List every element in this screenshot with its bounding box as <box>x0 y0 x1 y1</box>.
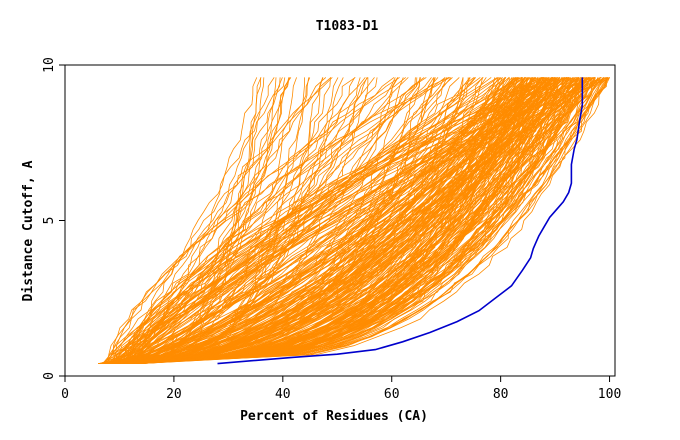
model-series-line <box>132 77 599 364</box>
model-series-line <box>113 77 498 364</box>
model-series-line <box>113 77 292 364</box>
model-series-line <box>102 77 559 364</box>
y-tick-label: 10 <box>42 57 57 73</box>
model-series-line <box>122 77 416 364</box>
model-series-line <box>97 77 523 364</box>
model-series-line <box>132 77 368 364</box>
model-series-line <box>126 77 602 364</box>
model-series-line <box>121 77 607 364</box>
model-series-line <box>105 77 542 364</box>
model-series-line <box>139 77 471 364</box>
y-tick-label: 5 <box>42 217 57 225</box>
model-series-line <box>107 77 311 364</box>
model-series-line <box>121 77 579 364</box>
model-series-line <box>124 77 592 364</box>
model-series-line <box>128 77 555 364</box>
model-series-line <box>129 77 520 364</box>
model-series-line <box>99 77 398 364</box>
model-series-line <box>126 77 595 364</box>
x-tick-label: 100 <box>598 387 621 402</box>
model-series-line <box>100 77 265 364</box>
model-series-line <box>110 77 400 364</box>
model-series-line <box>106 77 601 364</box>
model-series-line <box>128 77 333 364</box>
highlight-series-group <box>217 77 584 365</box>
y-axis-label: Distance Cutoff, A <box>21 160 36 301</box>
model-series-line <box>126 77 545 364</box>
model-series-line <box>136 77 568 364</box>
model-series-line <box>138 77 582 364</box>
model-series-line <box>101 77 516 364</box>
model-series-line <box>128 77 533 364</box>
model-series-line <box>118 77 523 364</box>
model-series-line <box>123 77 539 364</box>
model-series-line <box>124 77 523 364</box>
model-series-line <box>116 77 518 364</box>
y-axis-ticks: 0 5 10 <box>42 57 65 380</box>
highlight-series-line <box>217 77 584 365</box>
model-series-line <box>106 77 406 364</box>
model-series-line <box>115 77 356 364</box>
model-series-line <box>134 77 262 364</box>
model-series-line <box>116 77 556 364</box>
model-series-line <box>126 77 450 364</box>
model-series-line <box>110 77 262 364</box>
model-series-line <box>100 77 399 364</box>
model-series-line <box>138 77 604 364</box>
x-tick-label: 0 <box>61 387 69 402</box>
model-series-line <box>140 77 305 364</box>
chart-title: T1083-D1 <box>316 19 379 34</box>
model-series-line <box>121 77 281 364</box>
model-series-line <box>102 77 327 364</box>
model-series-line <box>110 77 572 364</box>
model-series-line <box>133 77 331 364</box>
model-series-line <box>128 77 589 364</box>
model-series-line <box>116 77 542 364</box>
model-series-line <box>103 77 608 364</box>
model-series-line <box>112 77 518 364</box>
model-series-line <box>139 77 332 364</box>
model-series-line <box>121 77 506 364</box>
model-series-line <box>142 77 483 364</box>
model-series-line <box>125 77 566 364</box>
model-series-line <box>130 77 395 364</box>
model-series-line <box>118 77 563 364</box>
model-series-line <box>120 77 516 364</box>
model-series-line <box>115 77 567 364</box>
model-series-line <box>132 77 528 364</box>
model-series-line <box>123 77 517 364</box>
x-tick-label: 60 <box>384 387 400 402</box>
model-series-line <box>109 77 421 364</box>
model-series-line <box>128 77 421 364</box>
model-series-line <box>130 77 286 364</box>
model-series-line <box>99 77 510 364</box>
model-series-line <box>122 77 507 364</box>
model-series-line <box>107 77 549 364</box>
model-series-line <box>120 77 515 364</box>
model-series-line <box>123 77 588 364</box>
model-series-line <box>113 77 471 364</box>
model-series-line <box>113 77 418 364</box>
x-tick-label: 20 <box>166 387 182 402</box>
model-series-line <box>101 77 564 364</box>
model-series-line <box>111 77 451 364</box>
x-tick-label: 80 <box>493 387 509 402</box>
model-series-line <box>119 77 404 364</box>
model-series-line <box>128 77 583 364</box>
model-series-line <box>136 77 573 364</box>
x-tick-label: 40 <box>275 387 291 402</box>
x-axis-label: Percent of Residues (CA) <box>240 409 428 424</box>
model-series-group <box>97 77 610 364</box>
model-series-line <box>115 77 601 364</box>
model-series-line <box>139 77 579 364</box>
x-axis-ticks: 0 20 40 60 80 100 <box>61 376 621 402</box>
y-tick-label: 0 <box>42 372 57 380</box>
model-series-line <box>115 77 514 364</box>
